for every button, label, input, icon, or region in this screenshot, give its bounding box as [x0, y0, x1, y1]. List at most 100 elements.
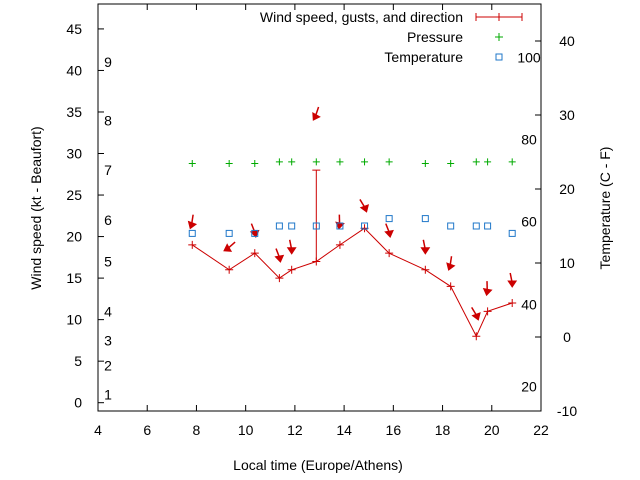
wind-speed-point [508, 299, 517, 308]
y-tick-label-right: 20 [559, 181, 575, 197]
fahrenheit-label: 40 [521, 296, 537, 312]
legend-label-pressure: Pressure [407, 29, 463, 45]
pressure-point [361, 158, 369, 166]
wind-speed-point [385, 249, 394, 258]
legend-swatch-wind-marker [495, 13, 503, 21]
temperature-point [188, 229, 196, 237]
beaufort-label: 3 [104, 332, 112, 348]
wind-arrow-head [286, 247, 297, 255]
x-tick-label: 4 [94, 422, 102, 438]
pressure-point [472, 158, 480, 166]
y-tick-label-right: 30 [559, 107, 575, 123]
wind-arrow-head [507, 280, 518, 288]
y-tick-label-left: 40 [66, 62, 82, 78]
pressure-point [188, 159, 196, 167]
y-axis-title-right: Temperature (C - F) [597, 147, 613, 270]
wind-direction-arrow [507, 272, 518, 288]
wind-direction-arrow [359, 199, 370, 213]
y-tick-label-right: 0 [563, 329, 571, 345]
wind-direction-arrow [274, 248, 285, 263]
y-tick-label-left: 0 [74, 395, 82, 411]
y-tick-label-left: 35 [66, 104, 82, 120]
pressure-point [385, 158, 393, 166]
wind-speed-point [335, 240, 344, 249]
y-tick-label-left: 30 [66, 146, 82, 162]
y-tick-label-left: 10 [66, 312, 82, 328]
legend-swatch-pressure [495, 33, 503, 41]
wind-speed-point [225, 265, 234, 274]
wind-arrow-head [482, 287, 493, 297]
wind-speed-point [483, 307, 492, 316]
wind-direction-arrow [446, 256, 456, 271]
y-axis-title-left: Wind speed (kt - Beaufort) [28, 126, 44, 289]
beaufort-label: 6 [104, 212, 112, 228]
pressure-point [251, 159, 259, 167]
pressure-point [484, 158, 492, 166]
wind-direction-arrow [249, 223, 260, 238]
y-tick-label-left: 5 [74, 353, 82, 369]
y-tick-label-right: -10 [557, 403, 577, 419]
wind-direction-arrow [312, 106, 321, 121]
temperature-point [447, 222, 455, 230]
beaufort-label: 1 [104, 386, 112, 402]
beaufort-label: 5 [104, 253, 112, 269]
temperature-point [312, 222, 320, 230]
wind-speed-point [312, 257, 321, 266]
wind-speed-point [250, 249, 259, 258]
temperature-point [361, 222, 369, 230]
plot-frame [97, 3, 542, 412]
x-tick-label: 14 [336, 422, 352, 438]
x-tick-label: 22 [533, 422, 549, 438]
beaufort-label: 9 [104, 54, 112, 70]
x-tick-label: 12 [287, 422, 303, 438]
legend: Wind speed, gusts, and direction Pressure… [260, 9, 523, 65]
x-tick-label: 10 [238, 422, 254, 438]
wind-speed-point [472, 332, 481, 341]
wind-arrow-head [187, 220, 198, 230]
wind-direction-arrow [420, 239, 431, 255]
wind-arrow-head [384, 229, 394, 238]
wind-direction-arrow [187, 214, 198, 230]
x-tick-label: 18 [435, 422, 451, 438]
pressure-point [312, 158, 320, 166]
x-tick-label: 20 [484, 422, 500, 438]
x-tick-label: 6 [143, 422, 151, 438]
beaufort-label: 8 [104, 112, 112, 128]
wind-arrow-head [223, 243, 233, 252]
legend-swatch-temperature [495, 53, 503, 61]
beaufort-label: 2 [104, 357, 112, 373]
temperature-point [472, 222, 480, 230]
y-tick-label-right: 40 [559, 33, 575, 49]
pressure-point [447, 159, 455, 167]
pressure-point [336, 158, 344, 166]
pressure-point [275, 158, 283, 166]
series-layer [187, 106, 518, 341]
wind-direction-arrow [223, 241, 236, 252]
wind-speed-line [192, 227, 513, 338]
y-tick-label-left: 45 [66, 21, 82, 37]
wind-direction-arrow [286, 239, 297, 255]
y-tick-label-right: 10 [559, 255, 575, 271]
wind-speed-point [446, 282, 455, 291]
legend-label-wind: Wind speed, gusts, and direction [260, 9, 463, 25]
wind-arrow-head [420, 247, 431, 255]
wind-arrow-head [274, 254, 285, 263]
y-tick-label-left: 25 [66, 187, 82, 203]
temperature-point [336, 222, 344, 230]
wind-speed-point [188, 240, 197, 249]
pressure-point [288, 158, 296, 166]
wind-speed-point [287, 265, 296, 274]
beaufort-label: 7 [104, 162, 112, 178]
temperature-point [225, 229, 233, 237]
wind-direction-arrow [471, 307, 481, 321]
pressure-point [225, 159, 233, 167]
legend-label-temperature: Temperature [384, 49, 463, 65]
wind-arrow-head [446, 262, 456, 271]
wind-arrow-head [249, 229, 260, 238]
temperature-point [275, 222, 283, 230]
fahrenheit-label: 20 [521, 379, 537, 395]
wind-direction-arrow [384, 223, 394, 238]
pressure-point [508, 158, 516, 166]
x-tick-label: 16 [386, 422, 402, 438]
